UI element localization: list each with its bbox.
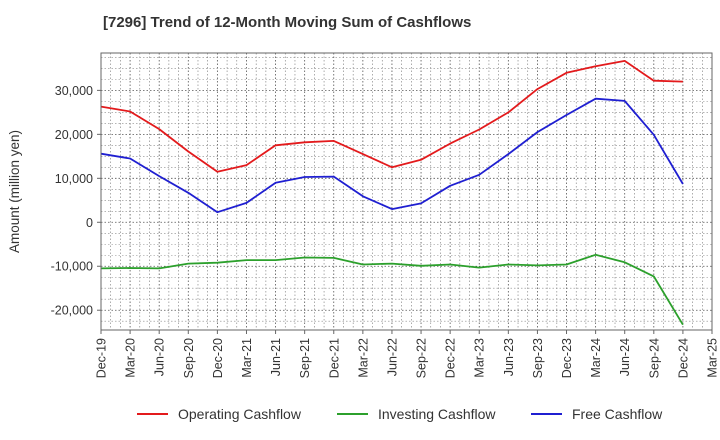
x-tick-label: Dec-24 xyxy=(676,338,690,378)
x-tick-label: Mar-23 xyxy=(473,338,487,378)
x-tick-label: Dec-23 xyxy=(560,338,574,378)
x-tick-label: Sep-21 xyxy=(298,338,312,378)
x-tick-label: Mar-25 xyxy=(706,338,720,378)
x-tick-label: Dec-22 xyxy=(444,338,458,378)
series-layer xyxy=(100,60,684,326)
x-tick-label: Dec-19 xyxy=(95,338,109,378)
x-tick-label: Dec-20 xyxy=(211,338,225,378)
x-tick-label: Sep-20 xyxy=(182,338,196,378)
x-tick-label: Jun-23 xyxy=(502,338,516,376)
plot-frame xyxy=(100,52,713,331)
x-tick-label: Mar-24 xyxy=(589,338,603,378)
y-tick-label: 10,000 xyxy=(55,172,93,186)
legend: Operating Cashflow Investing Cashflow Free… xyxy=(137,406,663,422)
y-tick-label: 0 xyxy=(86,216,93,230)
series-line-3 xyxy=(100,97,684,214)
x-tick-label: Sep-23 xyxy=(531,338,545,378)
x-tick-label: Mar-21 xyxy=(240,338,254,378)
legend-label: Operating Cashflow xyxy=(178,406,302,422)
x-tick-label: Jun-20 xyxy=(153,338,167,376)
y-tick-label: -10,000 xyxy=(51,260,93,274)
x-tick-label: Dec-21 xyxy=(327,338,341,378)
x-tick-label: Mar-22 xyxy=(356,338,370,378)
y-axis-label: Amount (million yen) xyxy=(7,130,22,253)
grid-layer xyxy=(100,53,713,330)
x-tick-label: Jun-22 xyxy=(385,338,399,376)
x-tick-label: Mar-20 xyxy=(124,338,138,378)
legend-label: Free Cashflow xyxy=(572,406,663,422)
y-tick-label: 20,000 xyxy=(55,128,93,142)
series-line-1 xyxy=(100,60,683,173)
x-tick-label: Jun-24 xyxy=(618,338,632,376)
legend-label: Investing Cashflow xyxy=(378,406,496,422)
x-tick-label: Jun-21 xyxy=(269,338,283,376)
x-tick-label: Sep-24 xyxy=(647,338,661,378)
y-tick-label: -20,000 xyxy=(51,304,93,318)
series-line-2 xyxy=(100,253,684,326)
axis-layer: -20,000 -10,000 0 10,000 20,000 30,000 Dec-19 M… xyxy=(51,84,720,378)
y-tick-label: 30,000 xyxy=(55,84,93,98)
chart-title: [7296] Trend of 12-Month Moving Sum of C… xyxy=(103,14,472,31)
x-tick-label: Sep-22 xyxy=(415,338,429,378)
